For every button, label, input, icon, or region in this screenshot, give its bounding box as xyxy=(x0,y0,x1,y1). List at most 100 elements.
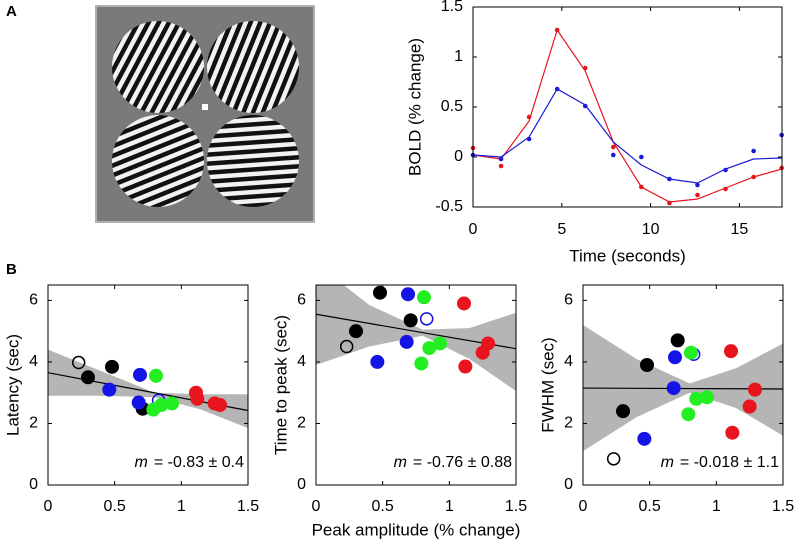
data-point xyxy=(670,333,685,348)
data-point xyxy=(419,312,434,326)
x-tick-label: 0.5 xyxy=(104,498,126,515)
x-tick-label: 0 xyxy=(469,221,478,238)
data-point xyxy=(668,350,682,365)
x-tick-label: 1.5 xyxy=(505,498,527,515)
data-point xyxy=(498,156,504,162)
data-point xyxy=(373,285,387,300)
annotation-symbol: m xyxy=(135,454,148,471)
data-point xyxy=(154,398,169,412)
y-tick-label: 0.5 xyxy=(441,98,463,115)
fit-line xyxy=(473,88,782,184)
annotation-symbol: m xyxy=(394,454,407,471)
y-tick-label: 0 xyxy=(297,476,306,493)
y-tick-label: 2 xyxy=(564,415,573,432)
data-point xyxy=(610,152,616,158)
panel-label: B xyxy=(6,261,17,278)
x-tick-label: 1 xyxy=(445,498,454,515)
x-tick-label: 1 xyxy=(712,498,721,515)
annotation-symbol: m xyxy=(661,454,674,471)
x-tick-label: 10 xyxy=(642,221,660,238)
data-point xyxy=(422,341,437,356)
y-tick-label: 4 xyxy=(29,353,38,370)
data-point xyxy=(458,359,473,374)
x-tick-label: 0 xyxy=(312,498,321,515)
data-point xyxy=(165,396,179,411)
y-tick-label: 0 xyxy=(564,476,573,493)
data-point xyxy=(637,431,652,446)
data-point xyxy=(681,407,696,422)
data-point xyxy=(190,391,205,406)
data-point xyxy=(606,452,621,466)
data-point xyxy=(689,391,704,406)
data-point xyxy=(751,148,756,154)
data-point xyxy=(582,65,588,71)
y-tick-label: 6 xyxy=(564,292,573,309)
data-point xyxy=(695,182,700,188)
annotation: = -0.018 ± 1.1 xyxy=(680,454,779,471)
confidence-band xyxy=(316,285,516,392)
data-point xyxy=(667,200,672,206)
data-point xyxy=(526,114,532,120)
axes-box xyxy=(47,284,249,486)
data-point xyxy=(724,344,738,359)
data-point xyxy=(695,192,700,198)
data-point xyxy=(133,367,147,382)
x-axis-label: Time (seconds) xyxy=(569,246,686,265)
data-point xyxy=(725,425,740,440)
data-point xyxy=(554,86,560,92)
data-point xyxy=(554,27,560,33)
data-point xyxy=(639,184,644,190)
data-point xyxy=(71,355,86,370)
y-axis-label: Time to peak (sec) xyxy=(271,315,290,455)
axes-box xyxy=(582,284,784,486)
plot-area xyxy=(48,349,248,429)
y-tick-label: 0 xyxy=(29,476,38,493)
data-point xyxy=(610,144,616,150)
x-tick-label: 5 xyxy=(557,221,566,238)
data-point xyxy=(349,324,363,339)
y-tick-label: 0 xyxy=(454,148,463,165)
data-point xyxy=(399,334,414,349)
x-tick-label: 0 xyxy=(44,498,53,515)
stimulus xyxy=(95,5,315,223)
panel-label: A xyxy=(6,3,17,20)
x-tick-label: 1.5 xyxy=(772,498,794,515)
data-point xyxy=(401,287,415,302)
x-tick-label: 1 xyxy=(177,498,186,515)
plot-area xyxy=(316,285,516,392)
y-axis-label: Latency (sec) xyxy=(3,334,22,436)
y-tick-label: 1.5 xyxy=(441,0,463,15)
x-tick-label: 15 xyxy=(730,221,748,238)
confidence-band xyxy=(48,349,248,429)
x-tick-label: 1.5 xyxy=(237,498,259,515)
y-tick-label: 2 xyxy=(297,415,306,432)
data-point xyxy=(640,358,654,372)
x-tick-label: 0 xyxy=(579,498,588,515)
data-point xyxy=(498,163,504,169)
data-point xyxy=(81,370,95,385)
data-point xyxy=(666,381,681,396)
data-point xyxy=(748,382,762,397)
data-point xyxy=(213,398,227,412)
y-axis-label: FWHM (sec) xyxy=(538,337,557,432)
data-point xyxy=(417,290,431,305)
data-point xyxy=(102,382,117,397)
annotation: = -0.83 ± 0.4 xyxy=(154,454,244,471)
x-axis-label: Peak amplitude (% change) xyxy=(312,520,521,539)
data-point xyxy=(414,356,429,371)
data-point xyxy=(457,296,471,311)
data-point xyxy=(700,390,714,405)
data-point xyxy=(131,395,146,410)
fit-line xyxy=(473,28,782,203)
y-tick-label: 2 xyxy=(29,415,38,432)
data-point xyxy=(684,345,698,360)
data-point xyxy=(639,154,644,160)
data-point xyxy=(433,336,447,351)
annotation: = -0.76 ± 0.88 xyxy=(413,454,512,471)
data-point xyxy=(339,339,354,354)
y-tick-label: 6 xyxy=(297,292,306,309)
data-point xyxy=(723,167,728,173)
y-tick-label: 4 xyxy=(297,353,306,370)
data-point xyxy=(667,176,672,182)
